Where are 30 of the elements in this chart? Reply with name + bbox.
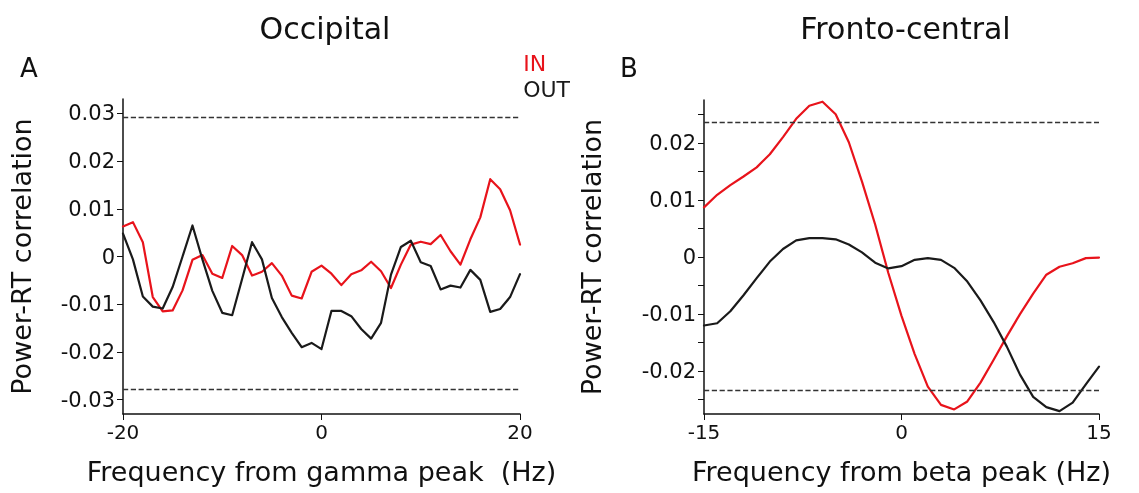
y-tick-label: 0.03 bbox=[68, 101, 115, 126]
x-tick-label: -15 bbox=[687, 420, 721, 444]
x-tick-label: 0 bbox=[315, 420, 328, 444]
y-tick-label: 0.02 bbox=[649, 130, 696, 155]
chart-title: Fronto-central bbox=[800, 10, 1011, 46]
y-tick-label: -0.02 bbox=[641, 359, 696, 384]
x-tick-label: -20 bbox=[106, 420, 140, 444]
y-tick-label: 0 bbox=[682, 245, 696, 269]
line-series bbox=[702, 100, 1101, 411]
y-axis-title: Power-RT correlation bbox=[6, 118, 37, 395]
x-tick-label: 20 bbox=[507, 420, 533, 444]
x-axis-title: Frequency from beta peak (Hz) bbox=[691, 456, 1112, 487]
y-tick-label: 0 bbox=[101, 244, 115, 269]
x-axis-title: Frequency from gamma peak (Hz) bbox=[86, 456, 557, 487]
y-tick-label: -0.01 bbox=[60, 292, 115, 317]
y-tick-label: 0.01 bbox=[68, 196, 115, 221]
y-tick-label: -0.01 bbox=[641, 302, 696, 327]
chart-title: Occipital bbox=[259, 10, 391, 46]
text: IN bbox=[523, 50, 547, 76]
y-tick-label: 0.02 bbox=[68, 149, 115, 174]
y-tick-label: -0.03 bbox=[60, 387, 115, 412]
text: OUT bbox=[523, 76, 571, 102]
line-series bbox=[121, 178, 522, 313]
y-tick-label: 0.01 bbox=[649, 187, 696, 212]
text: A bbox=[20, 53, 38, 83]
y-tick-label: -0.02 bbox=[60, 339, 115, 364]
text: B bbox=[620, 53, 638, 83]
x-tick-label: 15 bbox=[1086, 420, 1112, 444]
y-axis-title: Power-RT correlation bbox=[576, 118, 607, 396]
x-tick-label: 0 bbox=[895, 420, 908, 444]
